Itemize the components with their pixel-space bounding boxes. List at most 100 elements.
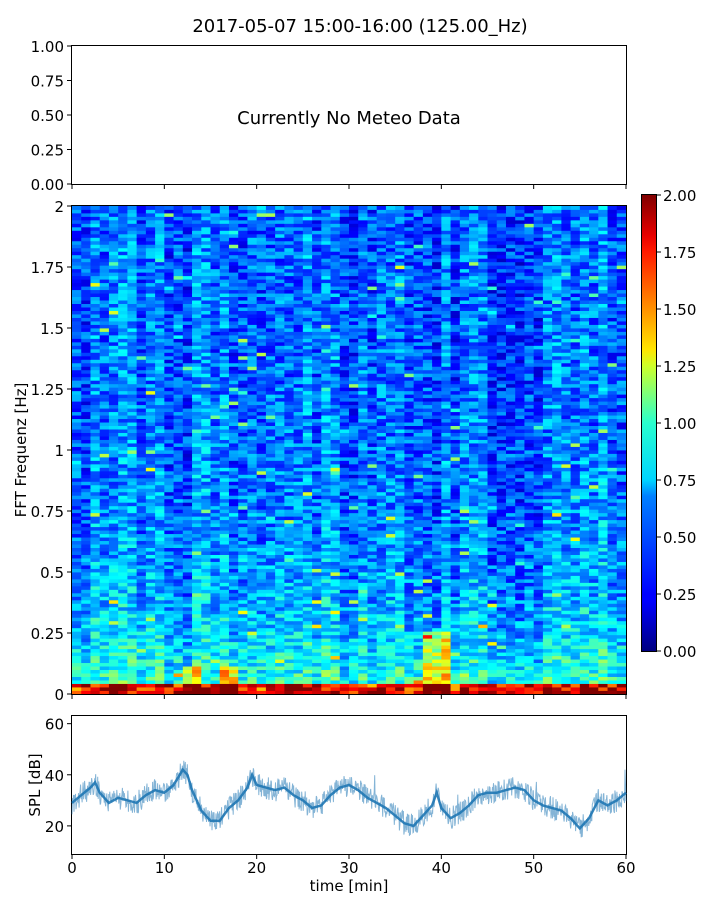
- spectrogram-cell: [256, 540, 267, 545]
- spectrogram-cell: [99, 415, 110, 420]
- spectrogram-cell: [275, 613, 285, 618]
- spectrogram-cell: [81, 606, 91, 611]
- spectrogram-cell: [413, 530, 424, 535]
- spectrogram-cell: [376, 429, 387, 433]
- spectrogram-cell: [589, 481, 599, 486]
- spectrogram-cell: [487, 659, 498, 664]
- spectrogram-cell: [81, 680, 91, 684]
- spectrogram-cell: [201, 502, 211, 507]
- spectrogram-cell: [579, 502, 590, 507]
- spectrogram-cell: [330, 540, 341, 545]
- spectrogram-cell: [238, 547, 248, 552]
- spectrogram-cell: [99, 582, 110, 587]
- spectrogram-cell: [404, 453, 415, 458]
- spectrogram-cell: [275, 533, 285, 538]
- spectrogram-cell: [330, 554, 341, 559]
- spectrogram-cell: [367, 422, 378, 426]
- spectrogram-cell: [478, 481, 488, 486]
- spectrogram-cell: [589, 460, 599, 465]
- spectrogram-cell: [570, 422, 581, 426]
- spectrogram-cell: [478, 551, 488, 555]
- spectrogram-cell: [358, 687, 368, 691]
- spectrogram-cell: [99, 610, 110, 615]
- spectrogram-cell: [72, 523, 82, 528]
- spectrogram-cell: [210, 467, 221, 472]
- spectrogram-cell: [589, 422, 599, 426]
- spectrogram-cell: [228, 488, 239, 493]
- spectrogram-cell: [145, 683, 156, 688]
- spectrogram-cell: [505, 627, 516, 632]
- spectrogram-cell: [284, 666, 294, 670]
- spectrogram-cell: [505, 411, 516, 416]
- spectrogram-cell: [321, 683, 331, 688]
- spectrogram-cell: [589, 446, 599, 451]
- spectrogram-cell: [238, 432, 248, 437]
- spectrogram-cell: [238, 484, 248, 489]
- spectrogram-cell: [469, 627, 479, 632]
- spectrogram-cell: [127, 599, 138, 604]
- spectrogram-cell: [349, 592, 359, 597]
- spectrogram-cell: [413, 613, 424, 618]
- spectrogram-cell: [81, 558, 91, 562]
- spectrogram-cell: [330, 687, 341, 691]
- spectrogram-cell: [524, 652, 535, 657]
- spectrogram-cell: [284, 488, 294, 493]
- spectrogram-cell: [349, 425, 359, 430]
- spectrogram-cell: [598, 631, 608, 636]
- spectrogram-cell: [90, 666, 101, 670]
- spectrogram-cell: [469, 463, 479, 468]
- spectrogram-cell: [432, 481, 442, 486]
- spectrogram-cell: [265, 599, 276, 604]
- spectrogram-cell: [422, 498, 433, 503]
- spectrogram-cell: [459, 680, 470, 684]
- spectrogram-cell: [561, 683, 571, 688]
- spectrogram-cell: [145, 589, 156, 594]
- spectrogram-cell: [238, 439, 248, 444]
- spectrogram-cell: [99, 565, 110, 569]
- spectrogram-cell: [72, 418, 82, 423]
- spectrogram-cell: [496, 666, 507, 670]
- spectrogram-cell: [284, 422, 294, 426]
- spectrogram-cell: [598, 592, 608, 597]
- spectrogram-cell: [155, 582, 165, 587]
- spectrogram-cell: [284, 505, 294, 510]
- spectrogram-cell: [330, 589, 341, 594]
- spectrogram-cell: [607, 578, 618, 583]
- spectrogram-cell: [450, 544, 461, 548]
- spectrogram-cell: [395, 624, 405, 629]
- spectrogram-cell: [210, 456, 221, 461]
- spectrogram-cell: [201, 516, 211, 521]
- spectrogram-cell: [155, 652, 165, 657]
- spectrogram-cell: [432, 666, 442, 670]
- spectrogram-cell: [302, 641, 313, 646]
- spectrogram-cell: [72, 477, 82, 482]
- spectrogram-cell: [173, 481, 184, 486]
- spectrogram-cell: [561, 450, 571, 454]
- spectrogram-cell: [321, 568, 331, 573]
- spectrogram-cell: [256, 418, 267, 423]
- spectrogram-cell: [542, 634, 553, 639]
- spectrogram-cell: [155, 477, 165, 482]
- spectrogram-cell: [469, 491, 479, 496]
- spectrogram-cell: [136, 634, 147, 639]
- spectrogram-cell: [284, 484, 294, 489]
- spectrogram-cell: [561, 641, 571, 646]
- spectrogram-cell: [579, 572, 590, 576]
- spectrogram-cell: [330, 575, 341, 580]
- spectrogram-cell: [108, 582, 119, 587]
- spectrogram-cell: [533, 585, 544, 590]
- spectrogram-cell: [413, 631, 424, 636]
- spectrogram-cell: [404, 477, 415, 482]
- spectrogram-cell: [598, 523, 608, 528]
- spectrogram-cell: [164, 603, 174, 608]
- spectrogram-cell: [487, 666, 498, 670]
- spectrogram-cell: [72, 450, 82, 454]
- spectrogram-cell: [219, 523, 230, 528]
- spectrogram-cell: [201, 453, 211, 458]
- spectrogram-cell: [598, 422, 608, 426]
- spectrogram-cell: [330, 659, 341, 664]
- spectrogram-cell: [358, 606, 368, 611]
- spectrogram-cell: [395, 425, 405, 430]
- spectrogram-cell: [358, 683, 368, 688]
- spectrogram-cell: [330, 572, 341, 576]
